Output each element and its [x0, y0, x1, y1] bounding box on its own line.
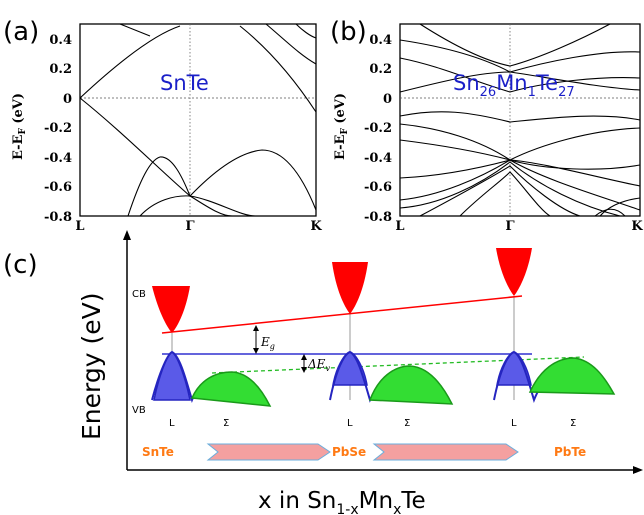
band-line [239, 25, 317, 113]
point-sigma-label: Σ [223, 418, 229, 429]
band-line [399, 111, 641, 123]
band-line [399, 159, 641, 211]
dev-marker-arrow-down [301, 367, 307, 373]
cb-valley [152, 286, 190, 333]
eg-marker-arrow-up [253, 325, 259, 331]
composition-arrow [206, 443, 331, 461]
panel-b-material: Sn26Mn1Te27 [453, 71, 575, 100]
panel-a-ytick: -0.8 [44, 210, 72, 225]
band-line [295, 23, 317, 39]
panel-a-ytick: -0.4 [44, 151, 72, 166]
point-L-label: L [511, 418, 517, 429]
material-label-2: PbSe [332, 445, 366, 459]
band-line [399, 71, 641, 93]
schematic-x-arrowhead [633, 466, 643, 474]
panel-a-ylabel: E-EF (eV) [11, 93, 28, 160]
panel-a-ytick: 0.4 [49, 33, 72, 48]
panel-a-ytick: -0.6 [44, 180, 72, 195]
band-line [119, 23, 151, 37]
panel-a-kpoint-gamma: Γ [185, 219, 195, 234]
panel-a-yticks: 0.4 0.2 0 -0.2 -0.4 -0.6 -0.8 [44, 33, 72, 225]
panel-a-ytick: -0.2 [44, 121, 72, 136]
band-line [399, 159, 641, 187]
cb-trend-line [161, 295, 523, 334]
panel-b-band-plot: 0.4 0.2 0 -0.2 -0.4 -0.6 -0.8 E-EF (eV) … [333, 23, 643, 234]
band-line [399, 57, 641, 93]
band-line [79, 25, 181, 99]
panel-a-ytick: 0 [63, 92, 72, 107]
panel-c-schematic: Energy (eV) x in Sn1-xMnxTe CB VB [77, 230, 643, 515]
band-line [399, 123, 641, 161]
vb-sigma-hill [190, 371, 272, 407]
band-line [139, 195, 191, 217]
cb-valley [332, 262, 368, 314]
band-line [419, 165, 581, 217]
panel-a-kpoint-L: L [75, 219, 84, 234]
panel-a-band-plot: 0.4 0.2 0 -0.2 -0.4 -0.6 -0.8 E-EF (eV) … [11, 23, 322, 234]
material-label-1: SnTe [142, 445, 174, 459]
band-line [79, 97, 191, 197]
material-label-3: PbTe [554, 445, 586, 459]
dev-label: ΔEv [307, 357, 330, 373]
panel-b-kpoint-L: L [395, 219, 404, 234]
vb-label: VB [132, 405, 146, 416]
panel-a-bands [79, 23, 317, 217]
energy-axis-label: Energy (eV) [77, 293, 106, 440]
panel-b-ytick: -0.2 [364, 121, 392, 136]
point-sigma-label: Σ [570, 418, 576, 429]
panel-a-material: SnTe [160, 71, 209, 95]
band-line [399, 161, 621, 217]
schematic-y-arrowhead [123, 230, 131, 240]
panel-c-label: (c) [3, 250, 38, 280]
band-line [594, 208, 626, 217]
composition-arrow [372, 443, 519, 461]
panel-a-label: (a) [3, 17, 39, 47]
panel-b-ytick: -0.6 [364, 180, 392, 195]
panel-b-bands [399, 23, 641, 217]
panel-b-kpoint-K: K [631, 219, 643, 234]
point-L-label: L [347, 418, 353, 429]
panel-b-ylabel: E-EF (eV) [333, 93, 350, 160]
panel-b-ytick: 0 [383, 92, 392, 107]
point-L-label: L [169, 418, 175, 429]
eg-label: Eg [260, 335, 275, 351]
panel-b-label: (b) [330, 17, 367, 47]
band-line [265, 23, 317, 65]
vb-sigma-hill [528, 357, 616, 395]
panel-b-ytick: 0.2 [369, 62, 392, 77]
band-line [419, 23, 611, 67]
band-line [459, 171, 551, 217]
band-line [127, 156, 191, 217]
panel-b-kpoint-gamma: Γ [505, 219, 515, 234]
panel-b-yticks: 0.4 0.2 0 -0.2 -0.4 -0.6 -0.8 [364, 33, 392, 225]
band-line [189, 149, 317, 211]
panel-b-ytick: -0.8 [364, 210, 392, 225]
panel-a-ytick: 0.2 [49, 62, 72, 77]
panel-a-kpoint-K: K [310, 219, 322, 234]
band-line [189, 195, 256, 217]
eg-marker-arrow-down [253, 348, 259, 354]
panel-a-frame [79, 23, 317, 217]
vb-sigma-hill [368, 365, 454, 405]
dev-marker-arrow-up [301, 354, 307, 360]
point-sigma-label: Σ [404, 418, 410, 429]
composition-axis-label: x in Sn1-xMnxTe [258, 488, 426, 515]
band-line [189, 195, 233, 217]
panel-b-ytick: 0.4 [369, 33, 392, 48]
panel-b-ytick: -0.4 [364, 151, 392, 166]
cb-label: CB [132, 289, 146, 300]
cb-valley [496, 248, 532, 296]
band-line [599, 197, 641, 217]
